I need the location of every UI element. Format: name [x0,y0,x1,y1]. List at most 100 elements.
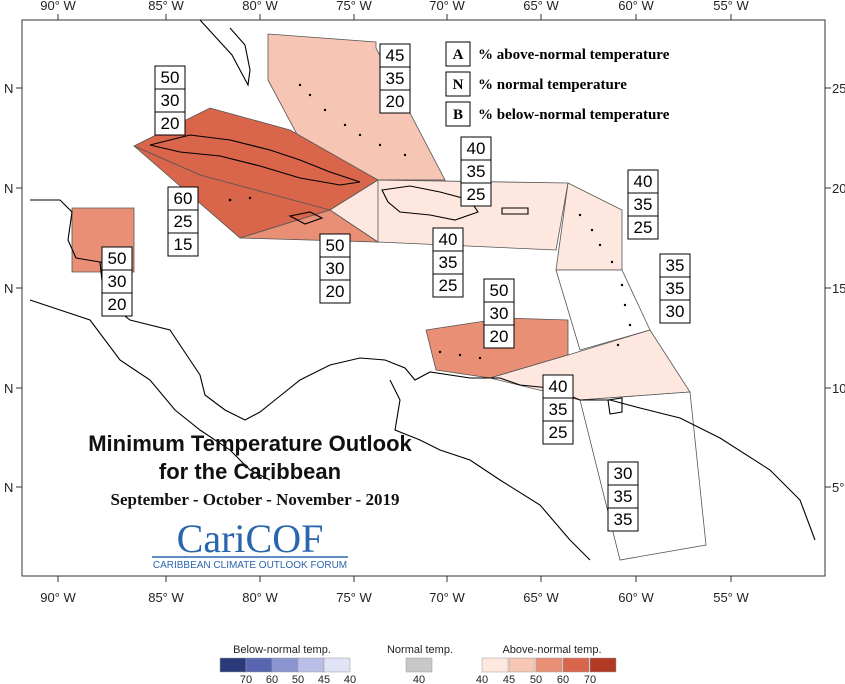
frame-ticks [16,14,831,582]
coastline-puerto-rico [501,207,529,215]
key-letter-n: N [453,77,464,93]
prob-box [154,111,186,136]
scale-below-swatch [323,657,351,673]
prob-box [379,89,411,114]
lon-label: 75° W [336,590,372,605]
title-block: Minimum Temperature Outlook for the Cari… [88,431,412,571]
prob-value: 35 [634,195,653,214]
key-box-b [445,101,471,127]
prob-value: 30 [490,304,509,323]
key-letter-b: B [453,107,463,123]
scale-normal-tick: 40 [413,674,425,684]
scale-above-tick: 45 [503,674,515,684]
key-letter-a: A [453,47,464,63]
prob-value: 20 [161,114,180,133]
prob-value: 50 [161,68,180,87]
prob-value: 50 [326,236,345,255]
prob-value: 30 [666,302,685,321]
prob-value: 20 [490,327,509,346]
scale-below-tick: 70 [240,674,252,684]
lon-label: 65° W [523,590,559,605]
scale-below-swatch [297,657,325,673]
prob-value: 25 [467,185,486,204]
prob-value: 25 [439,276,458,295]
scale-below-swatch [219,657,247,673]
coastline-florida [199,19,251,87]
lon-label: 85° W [148,590,184,605]
lon-label: 80° W [242,590,278,605]
prob-box [101,292,133,317]
outlook-regions [71,33,707,561]
probability-boxes: 45 35 20 50 30 20 60 25 15 50 30 20 50 30 20 40 35 25 40 35… [101,43,691,532]
prob-value: 15 [174,235,193,254]
prob-value: 25 [549,423,568,442]
prob-value: 20 [326,282,345,301]
lat-label-left: N [4,81,13,96]
prob-value: 20 [386,92,405,111]
key-label-b: % below-normal temperature [478,107,670,123]
islands [228,83,632,360]
color-scale: Below-normal temp. Normal temp. Above-no… [219,644,617,684]
prob-value: 50 [108,249,127,268]
prob-box [319,279,351,304]
map-title-line1: Minimum Temperature Outlook [88,431,412,456]
scale-above-swatch [481,657,509,673]
coastline-hispaniola [381,185,479,221]
scale-swatches: 70 60 50 45 40 40 40 45 50 60 70 [219,657,617,684]
lat-label-right: 10 [832,381,845,396]
lon-label: 65° W [523,0,559,13]
longitude-labels-bottom: 90° W 85° W 80° W 75° W 70° W 65° W 60° … [40,590,749,605]
scale-below-tick: 50 [292,674,304,684]
prob-value: 35 [614,510,633,529]
prob-value: 40 [634,172,653,191]
lat-label-left: N [4,181,13,196]
lon-label: 90° W [40,0,76,13]
scale-above-swatch [535,657,563,673]
prob-value: 30 [614,464,633,483]
prob-value: 35 [614,487,633,506]
caricof-logo-subtext: CARIBBEAN CLIMATE OUTLOOK FORUM [153,560,347,571]
scale-below-swatch [271,657,299,673]
coastline-jamaica [288,211,324,225]
prob-value: 35 [467,162,486,181]
coastline-central-america [99,261,816,541]
lat-label-left: N [4,381,13,396]
scale-below-tick: 60 [266,674,278,684]
lon-label: 55° W [713,590,749,605]
prob-value: 35 [666,256,685,275]
longitude-labels-top: 90° W 85° W 80° W 75° W 70° W 65° W 60° … [40,0,749,13]
map-subtitle: September - October - November - 2019 [111,490,400,509]
lon-label: 85° W [148,0,184,13]
scale-above-swatch [562,657,590,673]
prob-value: 50 [490,281,509,300]
scale-above-tick: 70 [584,674,596,684]
map-title-line2: for the Caribbean [159,459,341,484]
latitude-labels: N N N N N 25 20 15 10 5° [4,81,845,495]
lon-label: 90° W [40,590,76,605]
prob-box [607,507,639,532]
coastline-cuba [149,134,361,186]
scale-normal-swatch [405,657,433,673]
key-box-n [445,71,471,97]
lat-label-left: N [4,281,13,296]
prob-value: 35 [666,279,685,298]
prob-box [167,232,199,257]
scale-below-tick: 45 [318,674,330,684]
probability-key: A % above-normal temperature N % normal … [445,41,670,127]
coastline-trinidad [607,397,623,415]
scale-above-swatch [508,657,536,673]
scale-above-label: Above-normal temp. [502,644,601,656]
prob-value: 25 [634,218,653,237]
prob-box [483,324,515,349]
lon-label: 70° W [429,0,465,13]
lat-label-right: 5° [832,480,844,495]
prob-value: 35 [549,400,568,419]
scale-below-tick: 40 [344,674,356,684]
prob-value: 60 [174,189,193,208]
prob-box [432,273,464,298]
key-label-a: % above-normal temperature [478,47,670,63]
key-box-a [445,41,471,67]
prob-box [659,299,691,324]
prob-value: 20 [108,295,127,314]
